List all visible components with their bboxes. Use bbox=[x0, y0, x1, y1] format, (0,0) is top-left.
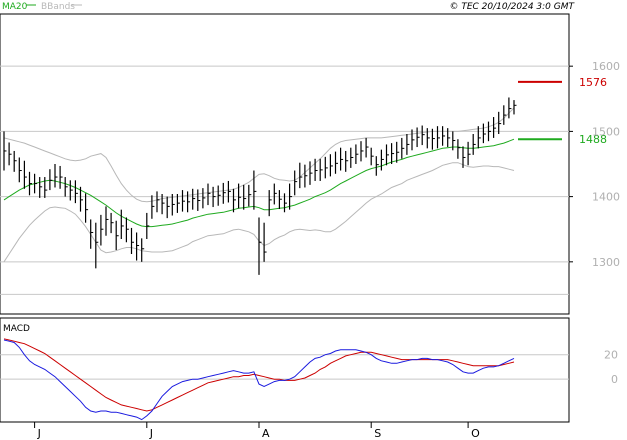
x-tick-label: J bbox=[149, 427, 153, 440]
marker-label: 1488 bbox=[579, 133, 607, 146]
macd-signal-line bbox=[3, 338, 515, 412]
price-panel bbox=[0, 13, 570, 315]
x-tick-label: A bbox=[262, 427, 270, 440]
bbands-upper bbox=[3, 107, 515, 203]
x-tick-label: O bbox=[471, 427, 480, 440]
macd-grid bbox=[0, 354, 569, 380]
macd-title: MACD bbox=[3, 324, 30, 334]
macd-lines bbox=[3, 338, 515, 421]
price-tick-label: 1600 bbox=[592, 60, 620, 73]
macd-tick-label: 0 bbox=[611, 373, 618, 386]
macd-axis: 20 0 bbox=[604, 349, 618, 386]
price-markers: 1576 1488 bbox=[518, 76, 607, 146]
x-tick-label: S bbox=[374, 427, 381, 440]
price-tick-label: 1400 bbox=[592, 191, 620, 204]
ma20-line bbox=[3, 138, 515, 228]
macd-panel bbox=[0, 317, 570, 423]
legend-bbands: BBands bbox=[41, 2, 75, 12]
macd-tick-label: 20 bbox=[604, 349, 618, 362]
ma20-line bbox=[3, 138, 515, 228]
marker-label: 1576 bbox=[579, 76, 607, 89]
macd-line bbox=[3, 339, 515, 421]
legend-ma20: MA20 bbox=[2, 2, 28, 12]
price-tick-label: 1300 bbox=[592, 256, 620, 269]
price-axis: 1300 1400 1500 1600 bbox=[569, 60, 620, 269]
x-tick-label: J bbox=[37, 427, 41, 440]
copyright: © TEC 20/10/2024 3:0 GMT bbox=[449, 2, 575, 12]
price-tick-label: 1500 bbox=[592, 125, 620, 138]
ohlc-bars bbox=[3, 97, 517, 275]
